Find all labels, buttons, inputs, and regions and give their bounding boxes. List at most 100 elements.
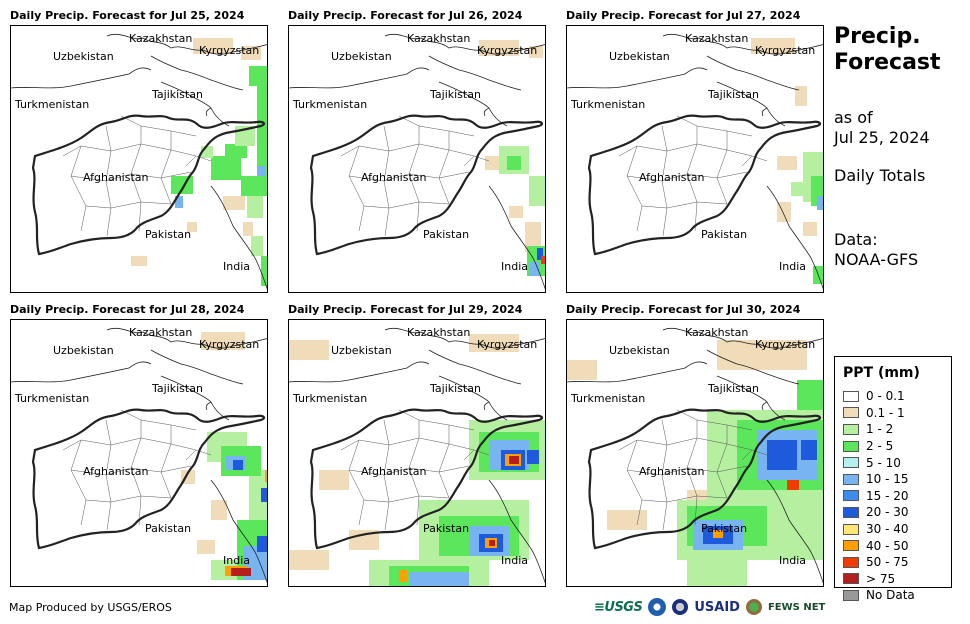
label-turkmenistan: Turkmenistan [293,98,368,111]
globe-icon [745,599,762,615]
legend-swatch [843,390,859,402]
label-kazakhstan: Kazakhstan [407,326,471,339]
map-frame: Kazakhstan Kyrgyzstan Uzbekistan Tajikis… [10,319,268,587]
noaa-logo-icon [648,598,667,616]
legend-label: > 75 [866,571,896,586]
legend-swatch [843,423,859,435]
label-uzbekistan: Uzbekistan [53,344,114,357]
totals-label: Daily Totals [834,166,926,185]
map-frame: Kazakhstan Kyrgyzstan Uzbekistan Tajikis… [10,25,268,293]
label-india: India [501,260,528,273]
label-tajikistan: Tajikistan [430,382,481,395]
label-kazakhstan: Kazakhstan [685,32,749,45]
legend-item: > 75 [843,571,915,588]
legend-label: 40 - 50 [866,538,909,553]
panel-title: Daily Precip. Forecast for Jul 27, 2024 [566,9,801,22]
label-pakistan: Pakistan [145,522,192,535]
asof-date: Jul 25, 2024 [834,128,930,147]
data-source: NOAA-GFS [834,250,919,269]
asof-label: as of [834,108,873,127]
label-kazakhstan: Kazakhstan [407,32,471,45]
precip-map [11,33,267,292]
label-uzbekistan: Uzbekistan [53,50,114,63]
legend-label: 30 - 40 [866,522,909,537]
legend-item: 2 - 5 [843,438,915,455]
label-turkmenistan: Turkmenistan [15,98,90,111]
legend-item: 0 - 0.1 [843,388,915,405]
label-kyrgyzstan: Kyrgyzstan [755,44,816,57]
legend-swatch [843,473,859,485]
label-afghanistan: Afghanistan [639,465,705,478]
label-tajikistan: Tajikistan [152,88,203,101]
precip-map [289,33,545,292]
legend-item: 50 - 75 [843,554,915,571]
label-uzbekistan: Uzbekistan [331,50,392,63]
precip-map [567,327,823,586]
fews-logo: FEWS NET [767,601,826,613]
label-india: India [779,554,806,567]
legend-swatch [843,540,859,552]
legend-swatch [843,506,859,518]
label-pakistan: Pakistan [145,228,192,241]
panel-title: Daily Precip. Forecast for Jul 29, 2024 [288,303,523,316]
legend-swatch [843,407,859,419]
label-afghanistan: Afghanistan [361,465,427,478]
legend-item: 0.1 - 1 [843,405,915,422]
data-label: Data: [834,230,878,249]
label-pakistan: Pakistan [423,522,470,535]
label-pakistan: Pakistan [701,522,748,535]
label-india: India [501,554,528,567]
legend-item: 30 - 40 [843,521,915,538]
usgs-logo: ≡USGS [594,599,643,615]
title-line1: Precip. [834,24,921,49]
map-frame: Kazakhstan Kyrgyzstan Uzbekistan Tajikis… [288,25,546,293]
label-uzbekistan: Uzbekistan [609,344,670,357]
legend-swatch [843,556,859,568]
panel-title: Daily Precip. Forecast for Jul 28, 2024 [10,303,245,316]
map-frame: Kazakhstan Kyrgyzstan Uzbekistan Tajikis… [566,25,824,293]
legend-label: 0 - 0.1 [866,389,905,404]
legend-swatch [843,457,859,469]
label-kyrgyzstan: Kyrgyzstan [755,338,816,351]
label-tajikistan: Tajikistan [708,382,759,395]
label-kyrgyzstan: Kyrgyzstan [199,338,260,351]
legend-label: 10 - 15 [866,472,909,487]
legend-label: 0.1 - 1 [866,405,905,420]
label-tajikistan: Tajikistan [152,382,203,395]
label-turkmenistan: Turkmenistan [15,392,90,405]
label-turkmenistan: Turkmenistan [293,392,368,405]
legend-swatch [843,573,859,585]
precip-map [567,33,823,292]
map-frame: Kazakhstan Kyrgyzstan Uzbekistan Tajikis… [288,319,546,587]
label-kazakhstan: Kazakhstan [129,32,193,45]
label-india: India [223,260,250,273]
legend-label: 1 - 2 [866,422,894,437]
label-afghanistan: Afghanistan [639,171,705,184]
label-uzbekistan: Uzbekistan [331,344,392,357]
panel-title: Daily Precip. Forecast for Jul 30, 2024 [566,303,801,316]
map-frame: Kazakhstan Kyrgyzstan Uzbekistan Tajikis… [566,319,824,587]
label-kyrgyzstan: Kyrgyzstan [477,44,538,57]
title-line2: Forecast [834,50,941,75]
legend-item: 20 - 30 [843,504,915,521]
legend-label: 5 - 10 [866,455,901,470]
label-uzbekistan: Uzbekistan [609,50,670,63]
label-kyrgyzstan: Kyrgyzstan [477,338,538,351]
legend-title: PPT (mm) [843,365,920,381]
legend-swatch [843,589,859,601]
label-kazakhstan: Kazakhstan [685,326,749,339]
legend-item: 1 - 2 [843,421,915,438]
label-turkmenistan: Turkmenistan [571,392,646,405]
precip-map [11,327,267,586]
usaid-logo: USAID [694,599,740,615]
label-afghanistan: Afghanistan [83,465,149,478]
legend-item: 40 - 50 [843,537,915,554]
label-pakistan: Pakistan [701,228,748,241]
legend-label: No Data [866,588,915,603]
usaid-seal-icon [672,599,689,615]
label-pakistan: Pakistan [423,228,470,241]
legend-label: 20 - 30 [866,505,909,520]
legend-swatch [843,490,859,502]
